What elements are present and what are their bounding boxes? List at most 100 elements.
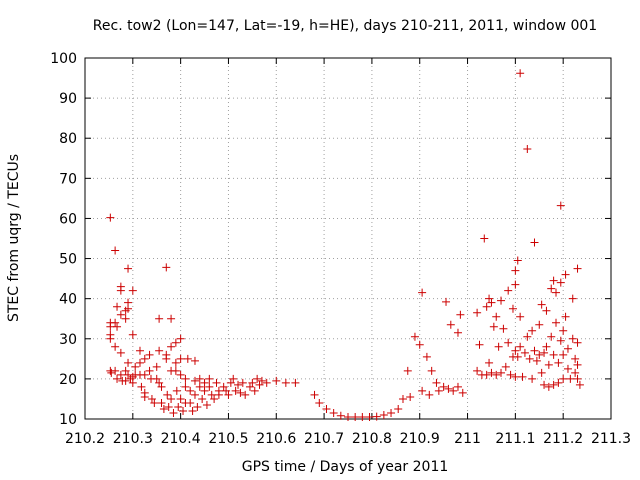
data-point-marker [190, 390, 199, 399]
data-point-marker [164, 402, 173, 411]
data-point-marker [532, 356, 541, 365]
data-point-marker [344, 412, 352, 421]
data-point-marker [549, 276, 558, 285]
data-point-marker [157, 382, 166, 391]
data-point-marker [116, 370, 125, 379]
data-point-marker [135, 346, 144, 355]
data-point-marker [172, 386, 181, 395]
data-point-marker [281, 378, 290, 387]
data-point-marker [575, 380, 584, 389]
data-point-marker [163, 390, 172, 399]
data-point-marker [150, 398, 159, 407]
data-point-marker [226, 378, 235, 387]
data-point-marker [456, 310, 465, 319]
data-point-marker [492, 312, 501, 321]
y-tick-label: 60 [59, 211, 77, 227]
data-point-marker [176, 370, 185, 379]
data-point-marker [167, 342, 176, 351]
x-tick-label: 211.1 [495, 431, 535, 447]
data-point-marker [291, 378, 300, 387]
y-tick-label: 50 [59, 252, 77, 268]
chart-title: Rec. tow2 (Lon=147, Lat=-19, h=HE), days… [93, 18, 597, 34]
data-point-marker [427, 366, 436, 375]
data-point-marker [379, 410, 388, 419]
data-point-marker [224, 390, 233, 399]
y-tick-label: 90 [59, 91, 77, 107]
data-point-marker [214, 390, 223, 399]
data-point-marker [458, 388, 467, 397]
data-point-marker [145, 366, 154, 375]
x-tick-label: 210.4 [161, 431, 201, 447]
data-point-marker [255, 380, 264, 389]
data-point-marker [241, 390, 250, 399]
data-point-marker [537, 300, 546, 309]
data-point-marker [511, 266, 520, 275]
y-tick-label: 30 [59, 332, 77, 348]
data-point-marker [516, 69, 525, 78]
data-point-marker [210, 394, 219, 403]
data-point-marker [155, 314, 164, 323]
data-point-marker [152, 374, 161, 383]
data-point-marker [475, 340, 484, 349]
x-tick-label: 211.2 [543, 431, 583, 447]
data-point-marker [195, 382, 204, 391]
data-point-marker [537, 368, 546, 377]
data-points [106, 69, 584, 421]
axis-ticks: 210.2 210.3 210.4 210.5 210.6 210.7 210.8 210.9… [50, 51, 631, 447]
data-point-marker [480, 234, 489, 243]
data-point-marker [111, 318, 120, 327]
data-point-marker [489, 322, 498, 331]
data-point-marker [442, 297, 451, 306]
data-point-marker [238, 378, 247, 387]
data-point-marker [171, 358, 180, 367]
data-point-marker [573, 374, 582, 383]
data-point-marker [547, 284, 556, 293]
data-point-marker [121, 366, 130, 375]
data-point-marker [128, 378, 137, 387]
data-point-marker [207, 390, 216, 399]
x-tick-label: 211 [454, 431, 481, 447]
y-tick-label: 80 [59, 131, 77, 147]
data-point-marker [155, 346, 164, 355]
data-point-marker [549, 380, 558, 389]
data-point-marker [181, 374, 190, 383]
data-point-marker [179, 406, 188, 415]
data-point-marker [121, 376, 130, 385]
data-point-marker [482, 302, 491, 311]
data-point-marker [563, 364, 572, 373]
x-tick-label: 210.2 [65, 431, 105, 447]
data-point-marker [253, 374, 262, 383]
data-point-marker [487, 368, 496, 377]
data-point-marker [530, 346, 539, 355]
data-point-marker [497, 368, 506, 377]
data-point-marker [111, 366, 120, 375]
data-point-marker [563, 344, 572, 353]
data-point-marker [473, 366, 482, 375]
data-point-marker [128, 286, 137, 295]
data-point-marker [315, 398, 324, 407]
data-point-marker [257, 376, 266, 385]
data-point-marker [329, 408, 338, 417]
data-point-marker [415, 340, 424, 349]
grid-lines [85, 58, 611, 419]
data-point-marker [193, 402, 202, 411]
data-point-marker [106, 334, 115, 343]
data-point-marker [535, 350, 544, 359]
data-point-marker [561, 312, 570, 321]
data-point-marker [336, 411, 345, 420]
data-point-marker [449, 386, 458, 395]
data-point-marker [190, 356, 199, 365]
data-point-marker [111, 342, 120, 351]
data-point-marker [176, 334, 185, 343]
data-point-marker [171, 366, 180, 375]
data-point-marker [365, 412, 374, 421]
data-point-marker [310, 390, 319, 399]
data-point-marker [444, 384, 453, 393]
data-point-marker [511, 346, 520, 355]
data-point-marker [552, 318, 561, 327]
data-point-marker [561, 270, 570, 279]
data-point-marker [504, 338, 513, 347]
data-point-marker [513, 352, 522, 361]
data-point-marker [200, 378, 209, 387]
